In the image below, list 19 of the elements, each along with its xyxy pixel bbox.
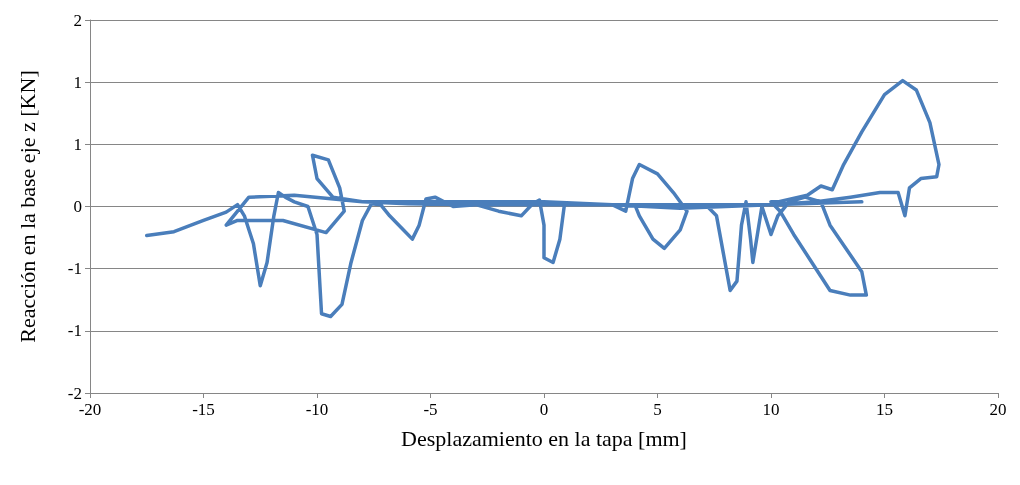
x-tick-label: -20 xyxy=(78,400,102,419)
line-series xyxy=(145,78,941,319)
y-tick-label: -2 xyxy=(67,383,82,403)
x-tick-label: 5 xyxy=(653,400,662,419)
y-tick-label: 0 xyxy=(73,197,82,216)
y-tick-label: 2 xyxy=(73,10,82,30)
x-tick-label: 15 xyxy=(876,400,893,419)
x-tick-label: 10 xyxy=(762,400,780,419)
x-tick-label: -10 xyxy=(305,400,329,419)
y-tick-label: -1 xyxy=(67,259,82,279)
x-axis-title: Desplazamiento en la tapa [mm] xyxy=(401,425,687,451)
y-tick-label: -1 xyxy=(67,321,82,341)
x-tick-label: -15 xyxy=(192,400,215,419)
y-tick-label: 1 xyxy=(73,72,82,92)
y-tick-label: 1 xyxy=(73,134,82,154)
x-tick-label: -5 xyxy=(423,400,438,419)
y-axis-title: Reacción en la base eje z [KN] xyxy=(14,70,40,343)
x-tick-label: 20 xyxy=(989,400,1007,419)
x-tick-label: 0 xyxy=(539,400,549,419)
